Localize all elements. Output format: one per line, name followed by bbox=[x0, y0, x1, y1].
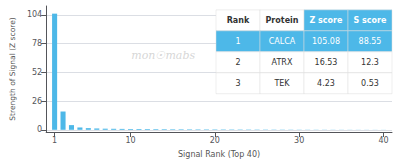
svg-text:mon☉mabs: mon☉mabs bbox=[131, 49, 195, 62]
svg-text:12.3: 12.3 bbox=[361, 58, 379, 67]
svg-text:26: 26 bbox=[32, 97, 42, 106]
svg-text:88.55: 88.55 bbox=[359, 37, 382, 46]
svg-text:4.23: 4.23 bbox=[317, 79, 335, 88]
svg-text:1: 1 bbox=[52, 136, 57, 145]
svg-text:TEK: TEK bbox=[273, 79, 290, 88]
svg-text:20: 20 bbox=[210, 136, 220, 145]
svg-text:52: 52 bbox=[32, 68, 42, 77]
svg-text:ATRX: ATRX bbox=[272, 58, 293, 67]
svg-text:0: 0 bbox=[37, 125, 42, 134]
svg-text:78: 78 bbox=[32, 39, 42, 48]
svg-text:3: 3 bbox=[235, 79, 240, 88]
svg-text:Signal Rank (Top 40): Signal Rank (Top 40) bbox=[178, 150, 260, 159]
svg-text:S score: S score bbox=[354, 16, 387, 25]
svg-text:Strength of Signal (Z score): Strength of Signal (Z score) bbox=[8, 17, 17, 120]
svg-text:Protein: Protein bbox=[266, 16, 299, 25]
svg-text:30: 30 bbox=[294, 136, 304, 145]
svg-text:16.53: 16.53 bbox=[315, 58, 338, 67]
svg-text:104: 104 bbox=[27, 10, 42, 19]
svg-text:2: 2 bbox=[235, 58, 240, 67]
svg-text:0.53: 0.53 bbox=[361, 79, 379, 88]
svg-text:105.08: 105.08 bbox=[312, 37, 340, 46]
svg-text:1: 1 bbox=[235, 37, 240, 46]
svg-text:CALCA: CALCA bbox=[269, 37, 296, 46]
svg-text:10: 10 bbox=[125, 136, 135, 145]
svg-text:Z score: Z score bbox=[310, 16, 344, 25]
svg-text:40: 40 bbox=[378, 136, 388, 145]
svg-text:Rank: Rank bbox=[227, 16, 250, 25]
